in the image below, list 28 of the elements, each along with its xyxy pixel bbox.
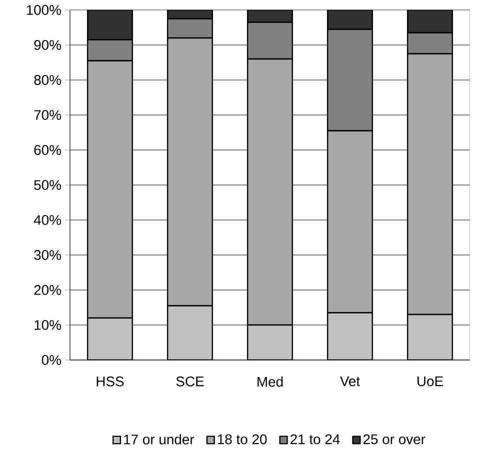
x-tick-label: HSS xyxy=(96,376,124,386)
bar xyxy=(407,10,453,34)
bar xyxy=(87,10,133,40)
y-tick-label: 10% xyxy=(34,320,61,330)
bar xyxy=(167,305,213,360)
legend-label: 25 or over xyxy=(363,434,426,444)
y-tick-label: 40% xyxy=(34,215,61,225)
legend-label: 21 to 24 xyxy=(290,434,340,444)
y-tick-label: 30% xyxy=(34,250,61,260)
legend-label: 18 to 20 xyxy=(218,434,267,444)
bar xyxy=(327,312,373,360)
bar xyxy=(327,10,373,30)
y-tick-label: 80% xyxy=(34,75,61,85)
bar xyxy=(247,324,293,360)
legend-label: 17 or under xyxy=(124,434,194,444)
bar xyxy=(407,314,453,360)
y-tick-label: 90% xyxy=(34,40,61,50)
x-tick-label: UoE xyxy=(418,376,443,386)
y-tick-label: 20% xyxy=(34,285,61,295)
x-tick-label: Vet xyxy=(340,376,360,386)
y-tick-label: 0% xyxy=(42,355,61,365)
x-tick-label: SCE xyxy=(176,376,204,386)
y-tick-label: 60% xyxy=(34,145,61,155)
y-tick-label: 100% xyxy=(26,5,61,15)
y-tick-label: 70% xyxy=(34,110,61,120)
x-tick-label: Med xyxy=(258,376,283,387)
y-tick-label: 50% xyxy=(34,180,61,190)
bar xyxy=(87,317,133,360)
